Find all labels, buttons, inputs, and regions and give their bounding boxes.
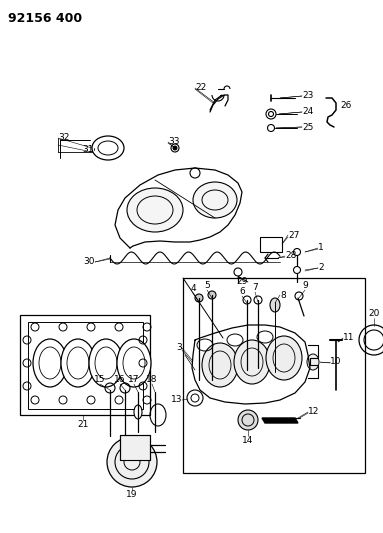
Circle shape — [173, 146, 177, 150]
Bar — [120, 435, 150, 460]
Ellipse shape — [61, 339, 95, 387]
Ellipse shape — [202, 343, 238, 387]
Text: 3: 3 — [176, 343, 182, 352]
Text: 18: 18 — [146, 375, 158, 384]
Bar — [20, 315, 150, 415]
Text: 9: 9 — [302, 281, 308, 290]
Ellipse shape — [134, 405, 142, 419]
Bar — [183, 278, 365, 473]
Text: 11: 11 — [343, 334, 355, 343]
Circle shape — [238, 410, 258, 430]
Text: 13: 13 — [170, 395, 182, 405]
Text: 21: 21 — [77, 420, 89, 429]
Circle shape — [195, 294, 203, 302]
Ellipse shape — [33, 339, 67, 387]
Text: 15: 15 — [94, 375, 106, 384]
Circle shape — [208, 291, 216, 299]
Text: 7: 7 — [252, 283, 258, 292]
Ellipse shape — [270, 298, 280, 312]
Text: 12: 12 — [308, 408, 319, 416]
Text: 29: 29 — [237, 278, 248, 287]
Text: 31: 31 — [82, 146, 94, 155]
Text: 33: 33 — [168, 138, 180, 147]
Ellipse shape — [89, 339, 123, 387]
Text: 30: 30 — [83, 257, 95, 266]
Text: 25: 25 — [302, 123, 313, 132]
Text: 8: 8 — [280, 290, 286, 300]
Circle shape — [107, 437, 157, 487]
Ellipse shape — [307, 354, 319, 370]
Ellipse shape — [266, 336, 302, 380]
Bar — [260, 237, 282, 252]
Ellipse shape — [127, 188, 183, 232]
Text: 24: 24 — [302, 108, 313, 117]
Text: 16: 16 — [114, 375, 126, 384]
Ellipse shape — [234, 340, 270, 384]
Text: 10: 10 — [330, 358, 342, 367]
Text: 28: 28 — [285, 252, 296, 261]
Text: 26: 26 — [340, 101, 351, 109]
Bar — [28, 322, 143, 409]
Text: 17: 17 — [128, 375, 140, 384]
Text: 27: 27 — [288, 230, 300, 239]
Text: 1: 1 — [318, 244, 324, 253]
Polygon shape — [262, 418, 298, 423]
Text: 32: 32 — [58, 133, 69, 142]
Text: 23: 23 — [302, 92, 313, 101]
Ellipse shape — [193, 182, 237, 218]
Text: 5: 5 — [204, 281, 210, 290]
Text: 6: 6 — [239, 287, 245, 296]
Text: 20: 20 — [368, 309, 380, 318]
Text: 92156 400: 92156 400 — [8, 12, 82, 25]
Text: 19: 19 — [126, 490, 138, 499]
Text: 2: 2 — [318, 263, 324, 272]
Ellipse shape — [117, 339, 151, 387]
Text: 22: 22 — [195, 84, 206, 93]
Text: 14: 14 — [242, 436, 254, 445]
Text: 4: 4 — [190, 284, 196, 293]
